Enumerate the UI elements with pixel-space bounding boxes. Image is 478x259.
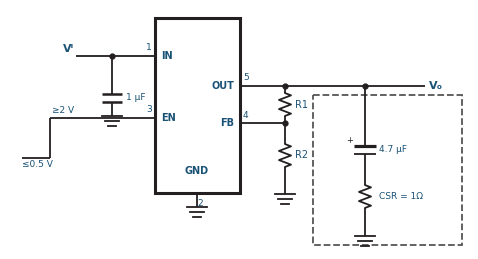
Text: 1 μF: 1 μF [126, 93, 145, 103]
Text: GND: GND [185, 166, 209, 176]
Text: ≤0.5 V: ≤0.5 V [22, 160, 53, 169]
Text: 5: 5 [243, 74, 249, 83]
Text: 4.7 μF: 4.7 μF [379, 146, 407, 155]
Text: R2: R2 [295, 150, 308, 161]
Text: ≥2 V: ≥2 V [52, 106, 74, 115]
Text: 4: 4 [243, 111, 249, 119]
Text: 3: 3 [146, 105, 152, 114]
Text: Vᴵ: Vᴵ [63, 44, 74, 54]
Text: Vₒ: Vₒ [429, 81, 443, 91]
Text: FB: FB [220, 118, 234, 128]
Bar [155, 18, 240, 193]
Text: CSR = 1Ω: CSR = 1Ω [379, 192, 423, 201]
Text: +: + [347, 136, 353, 145]
Text: 1: 1 [146, 44, 152, 53]
Text: 2: 2 [197, 199, 203, 208]
Text: R1: R1 [295, 99, 308, 110]
Text: IN: IN [161, 51, 173, 61]
Text: EN: EN [161, 113, 176, 123]
Bar [313, 95, 462, 245]
Text: OUT: OUT [211, 81, 234, 91]
